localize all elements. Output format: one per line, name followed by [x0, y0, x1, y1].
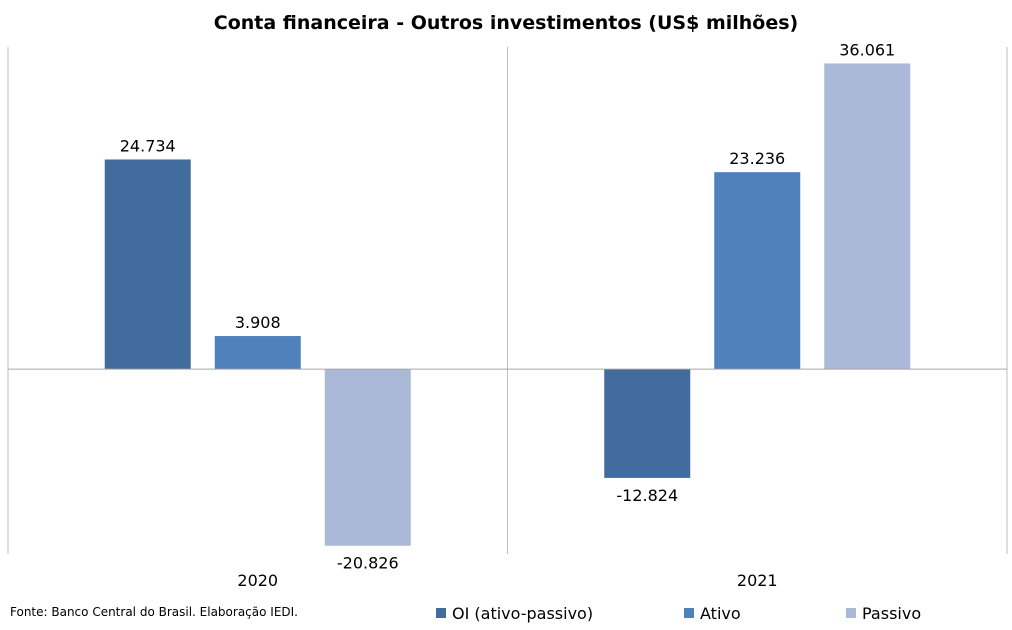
data-label: 3.908	[235, 313, 281, 332]
legend-swatch-ativo	[684, 608, 694, 618]
data-label: -20.826	[337, 554, 399, 573]
chart-title: Conta financeira - Outros investimentos …	[213, 12, 799, 34]
bar-2020-0	[104, 159, 191, 370]
legend-item-passivo: Passivo	[846, 601, 921, 625]
bar-2021-1	[714, 172, 801, 370]
x-tick-label: 2021	[737, 571, 778, 590]
x-tick-label: 2020	[237, 571, 278, 590]
bar-2020-1	[214, 336, 301, 370]
legend-swatch-oi	[436, 608, 446, 618]
source-note: Fonte: Banco Central do Brasil. Elaboraç…	[10, 605, 298, 619]
bar-2021-0	[604, 369, 691, 478]
data-label: 24.734	[120, 136, 176, 155]
bar-2020-2	[324, 369, 411, 546]
bar-2021-2	[824, 63, 911, 370]
legend-swatch-passivo	[846, 608, 856, 618]
data-label: 36.061	[839, 40, 895, 59]
legend-label-passivo: Passivo	[862, 603, 922, 623]
legend: OI (ativo-passivo) Ativo Passivo	[436, 601, 996, 625]
data-label: 23.236	[729, 149, 785, 168]
legend-label-oi: OI (ativo-passivo)	[452, 603, 594, 623]
legend-item-oi: OI (ativo-passivo)	[436, 601, 593, 625]
data-label: -12.824	[616, 486, 678, 505]
legend-label-ativo: Ativo	[700, 603, 741, 623]
legend-item-ativo: Ativo	[684, 601, 741, 625]
